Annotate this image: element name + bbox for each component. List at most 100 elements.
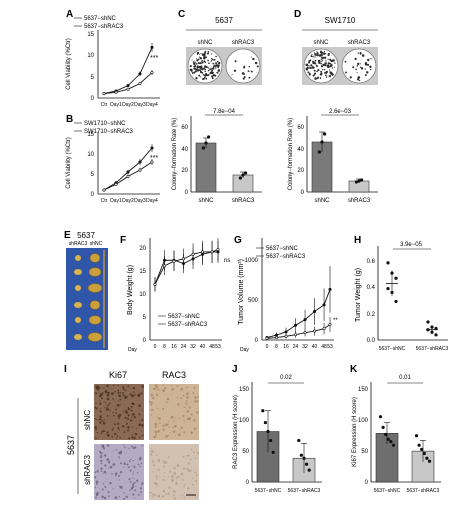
ihc-cell-4-70 (183, 497, 186, 499)
colony-colonies-c-1-7 (194, 61, 196, 63)
panel-label-j: J (232, 364, 238, 375)
colony-colonies-d-1-31 (312, 56, 314, 58)
point-plot-g-2-2 (275, 336, 279, 340)
ihc-cell-2-31 (183, 431, 186, 434)
ihc-cell-1-88 (126, 417, 130, 421)
ihc-cell-2-84 (162, 428, 165, 431)
colony-colonies-d-1-53 (314, 72, 317, 75)
point-plot-g-2-7 (322, 327, 326, 331)
point-plot-h-2-1 (426, 320, 430, 324)
tumor-shnc-1 (89, 253, 101, 263)
ihc-cell-1-47 (96, 418, 98, 421)
ihc-cell-3-42 (108, 445, 110, 447)
legend-f-1: 5637−shNC (168, 314, 201, 320)
plot-area-f (153, 238, 220, 292)
ihc-cell-4-19 (155, 475, 158, 478)
colony-colonies-d-1-59 (310, 64, 313, 67)
ihc-cell-4-41 (173, 478, 175, 480)
ihc-cell-1-130 (107, 404, 110, 407)
point-plot-g-2-3 (284, 334, 288, 338)
point-plot-f-2-7 (210, 250, 214, 254)
colony-colonies-d-2-15 (349, 76, 352, 79)
point-plot-j-2-3 (302, 456, 306, 460)
xtick-f-4: 32 (190, 344, 196, 350)
ihc-cell-4-46 (175, 482, 178, 485)
point-plot-f-2-5 (191, 252, 195, 256)
xtick-f-7: 53 (215, 344, 221, 350)
xtick-f-3: 24 (181, 344, 187, 350)
colony-colonies-d-1-23 (317, 69, 320, 72)
ytick-h-0: 0.0 (367, 338, 376, 344)
ihc-cell-4-16 (183, 485, 185, 488)
ihc-cell-1-138 (132, 386, 136, 390)
ihc-cell-3-4 (107, 461, 111, 464)
colony-colonies-d-1-104 (310, 55, 313, 58)
ihc-cell-1-84 (108, 402, 111, 405)
colony-dish-d-shrac3 (341, 48, 377, 84)
colony-colonies-d-2-25 (360, 67, 364, 70)
colony-colonies-c-1-51 (207, 67, 210, 69)
ihc-cell-2-53 (163, 387, 167, 390)
ihc-cell-1-90 (127, 407, 130, 409)
ihc-cell-1-53 (103, 419, 105, 421)
bar-plot-c-1 (195, 142, 217, 193)
cell-line-e: 5637 (77, 231, 95, 240)
colony-colonies-c-2-11 (242, 77, 245, 80)
point-plot-c-2-3 (244, 171, 248, 175)
ihc-cell-2-17 (171, 388, 175, 391)
colony-colonies-c-1-122 (193, 62, 196, 66)
panel-label-b: B (66, 114, 73, 125)
colony-colonies-c-1-92 (199, 62, 202, 65)
ihc-cell-4-32 (190, 449, 193, 451)
ihc-cell-3-66 (132, 477, 134, 479)
ihc-cell-4-43 (187, 462, 190, 465)
colony-colonies-d-2-18 (357, 52, 360, 54)
colony-colonies-d-2-22 (369, 65, 372, 68)
ihc-cell-1-19 (99, 392, 101, 395)
point-plot-c-2-1 (238, 176, 242, 180)
ihc-cell-3-3 (118, 496, 120, 498)
xtick-b-3: Day3 (134, 198, 146, 204)
ytick-h-2: 0.4 (367, 285, 376, 291)
colony-colonies-d-1-62 (330, 59, 334, 63)
panel-g: G 5637−shNC 5637−shRAC3 Tumor Volume (mm… (234, 235, 338, 353)
colony-colonies-d-1-68 (316, 52, 319, 55)
colony-colonies-c-1-31 (213, 65, 215, 68)
ihc-cell-3-30 (95, 483, 98, 485)
colony-colonies-d-1-74 (308, 72, 311, 75)
ihc-cell-1-99 (112, 411, 114, 414)
ihc-cell-1-49 (141, 419, 144, 422)
ihc-cell-3-47 (123, 444, 125, 446)
ihc-cell-4-24 (182, 456, 185, 459)
colony-colonies-c-1-107 (197, 62, 200, 65)
ihc-cell-2-15 (154, 425, 157, 428)
ihc-cell-2-39 (154, 430, 158, 434)
ihc-cell-4-34 (170, 475, 174, 479)
colony-colonies-c-1-86 (216, 60, 219, 63)
panel-label-e: E (64, 230, 71, 241)
colony-colonies-d-2-9 (357, 76, 361, 79)
ihc-cell-4-31 (156, 478, 158, 480)
ytick-g-1: 500 (248, 298, 259, 304)
ihc-cell-2-83 (183, 406, 186, 409)
ihc-cell-1-98 (109, 388, 111, 390)
ihc-cell-2-68 (180, 397, 183, 400)
panel-label-k: K (350, 364, 358, 375)
point-plot-k-2-3 (420, 447, 424, 451)
panel-i: I Ki67 RAC3 shNC shRAC3 5637 (64, 364, 199, 500)
ihc-cell-1-8 (112, 427, 115, 429)
point-plot-g-1-5 (303, 318, 307, 322)
colony-colonies-d-2-29 (361, 54, 365, 57)
colony-colonies-c-1-71 (205, 78, 208, 80)
colony-colonies-c-1-135 (204, 61, 206, 63)
ihc-cell-3-105 (100, 470, 103, 472)
ytick-k-2: 100 (358, 418, 369, 424)
colony-colonies-d-1-67 (325, 71, 328, 74)
ihc-cell-1-43 (131, 434, 133, 436)
ihc-cell-4-68 (162, 478, 165, 481)
pvalue-j: 0.02 (280, 375, 292, 381)
panel-label-i: I (64, 364, 67, 375)
ihc-cell-4-27 (152, 461, 155, 463)
xticks-f: 0 8 16 24 32 40 48 53 (154, 344, 221, 350)
ihc-cell-3-40 (104, 464, 107, 467)
